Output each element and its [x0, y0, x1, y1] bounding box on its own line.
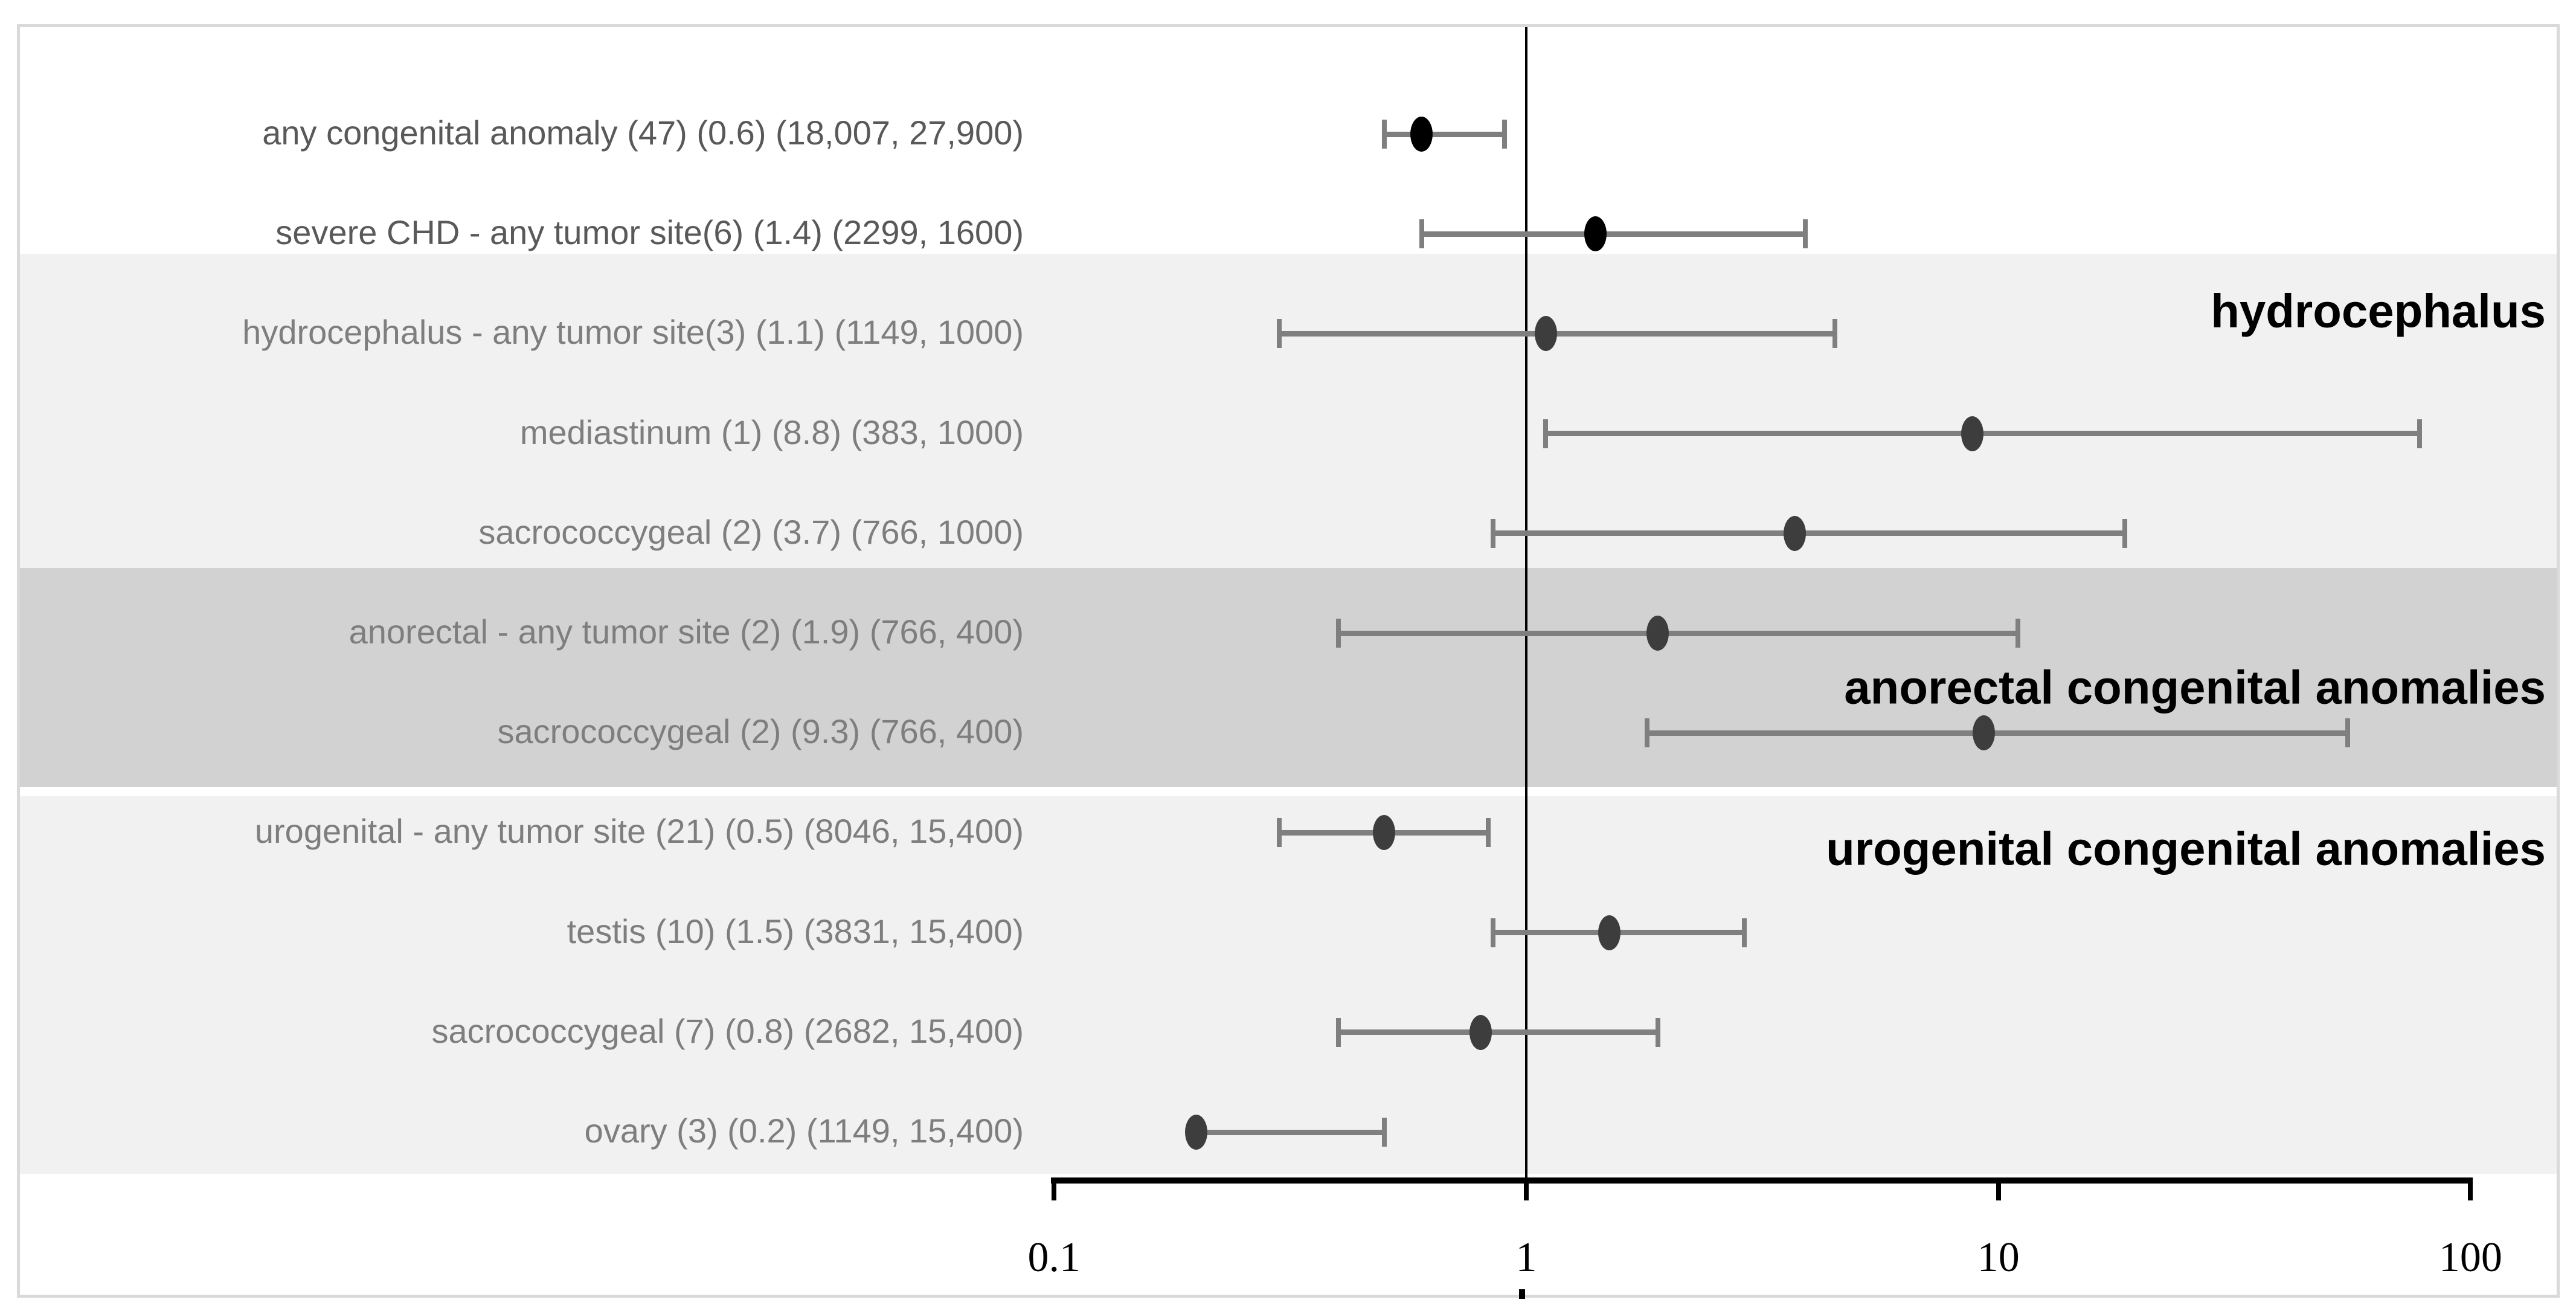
x-axis-tick-label: 1 [1515, 1234, 1537, 1281]
ci-cap-low [1335, 1017, 1341, 1047]
estimate-marker [1598, 915, 1621, 950]
ci-cap-low [1490, 518, 1495, 548]
reference-line-x1 [1525, 27, 1527, 1178]
group-band [20, 254, 2557, 568]
ci-cap-high [1502, 120, 1508, 149]
row-label: severe CHD - any tumor site(6) (1.4) (22… [275, 213, 1024, 252]
estimate-marker [1961, 416, 1983, 451]
group-label: hydrocephalus [2211, 284, 2546, 338]
ci-cap-low [1381, 120, 1387, 149]
x-axis-tick-label: 0.1 [1027, 1234, 1081, 1281]
ci-cap-high [2122, 518, 2127, 548]
estimate-marker [1185, 1115, 1208, 1150]
estimate-marker [1783, 515, 1806, 551]
x-axis-tick-label: 10 [1977, 1234, 2020, 1281]
group-band [20, 568, 2557, 787]
ci-cap-low [1277, 818, 1282, 848]
reference-line-bottom-stub [1519, 1289, 1525, 1299]
ci-cap-low [1490, 918, 1495, 947]
ci-line [1492, 530, 2125, 536]
row-label: any congenital anomaly (47) (0.6) (18,00… [262, 113, 1024, 152]
estimate-marker [1410, 117, 1433, 152]
ci-cap-low [1277, 319, 1282, 349]
ci-cap-high [2417, 419, 2423, 448]
estimate-marker [1584, 216, 1607, 252]
ci-cap-low [1335, 619, 1341, 648]
estimate-marker [1534, 316, 1557, 352]
x-axis-tick-label: 100 [2438, 1234, 2502, 1281]
estimate-marker [1373, 815, 1396, 851]
group-label: urogenital congenital anomalies [1826, 822, 2546, 875]
ci-cap-low [1419, 219, 1424, 249]
ci-cap-high [2016, 619, 2021, 648]
row-label: urogenital - any tumor site (21) (0.5) (… [254, 812, 1024, 851]
row-label: sacrococcygeal (2) (3.7) (766, 1000) [478, 512, 1024, 551]
group-band [20, 796, 2557, 1174]
ci-cap-high [2345, 718, 2351, 748]
ci-cap-low [1543, 419, 1549, 448]
ci-line [1338, 1029, 1658, 1036]
ci-cap-high [1832, 319, 1837, 349]
row-label: mediastinum (1) (8.8) (383, 1000) [519, 413, 1024, 451]
ci-cap-high [1655, 1017, 1660, 1047]
ci-line [1196, 1129, 1384, 1135]
row-label: sacrococcygeal (2) (9.3) (766, 400) [497, 712, 1024, 751]
row-label: anorectal - any tumor site (2) (1.9) (76… [348, 612, 1024, 651]
ci-line [1421, 231, 1806, 237]
row-label: hydrocephalus - any tumor site(3) (1.1) … [242, 313, 1024, 352]
ci-cap-low [1644, 718, 1649, 748]
estimate-marker [1469, 1014, 1492, 1050]
ci-line [1646, 730, 2348, 736]
x-axis-line [1051, 1177, 2472, 1184]
ci-line [1384, 131, 1505, 137]
ci-cap-high [1742, 918, 1747, 947]
ci-line [1338, 630, 2019, 636]
row-label: testis (10) (1.5) (3831, 15,400) [567, 912, 1024, 950]
estimate-marker [1646, 616, 1669, 651]
x-axis-tick [1524, 1177, 1529, 1200]
row-label: sacrococcygeal (7) (0.8) (2682, 15,400) [431, 1011, 1024, 1050]
ci-cap-high [1803, 219, 1808, 249]
ci-cap-high [1485, 818, 1491, 848]
estimate-marker [1972, 715, 1995, 751]
ci-line [1279, 330, 1835, 337]
x-axis-tick [1052, 1177, 1057, 1200]
x-axis-tick [2468, 1177, 2473, 1200]
x-axis-tick [1996, 1177, 2001, 1200]
ci-cap-high [1381, 1118, 1387, 1147]
group-label: anorectal congenital anomalies [1844, 660, 2546, 714]
row-label: ovary (3) (0.2) (1149, 15,400) [584, 1111, 1024, 1150]
